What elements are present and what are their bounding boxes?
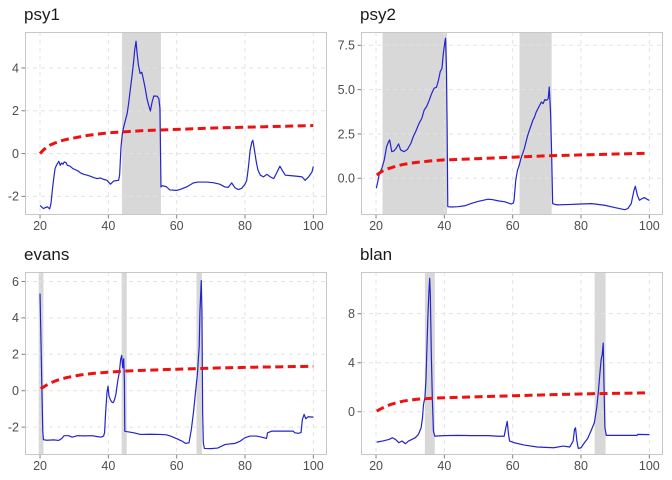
series-line-solid-blue xyxy=(375,37,650,211)
x-tick-label: 60 xyxy=(170,219,184,233)
facet-panel-blan: blan 20 40 60 80 100 0 4 8 xyxy=(336,240,672,480)
y-tick-label: 5.0 xyxy=(338,83,355,97)
series-line-dashed-red xyxy=(375,151,646,177)
x-tick-label: 20 xyxy=(369,459,383,473)
y-tick-label: -2 xyxy=(8,420,19,434)
y-tick-label: 0 xyxy=(348,405,355,419)
x-tick-label: 60 xyxy=(170,459,184,473)
facet-panel-psy2: psy2 20 40 60 80 100 0.0 2.5 5.0 7.5 xyxy=(336,0,672,240)
x-tick-label: 40 xyxy=(437,219,451,233)
facet-title: evans xyxy=(24,245,70,264)
series-line-dashed-red xyxy=(375,391,650,413)
x-tick-label: 20 xyxy=(369,219,383,233)
series-line-solid-blue xyxy=(39,279,314,450)
panel-background xyxy=(25,272,327,455)
chart-psy2: 20 40 60 80 100 0.0 2.5 5.0 7.5 xyxy=(338,32,663,233)
series-line-dashed-red xyxy=(39,364,314,391)
x-tick-label: 20 xyxy=(33,459,47,473)
shaded-region-band xyxy=(122,32,161,215)
panel-border xyxy=(361,272,663,455)
y-tick-label: 6 xyxy=(12,275,19,289)
x-tick-label: 100 xyxy=(303,459,324,473)
x-tick-label: 60 xyxy=(506,459,520,473)
y-tick-label: 4 xyxy=(12,61,19,75)
shaded-region-band xyxy=(594,272,606,455)
panel-border xyxy=(361,32,663,215)
panel-background xyxy=(25,32,327,215)
y-tick-label: 0 xyxy=(12,384,19,398)
facet-panel-evans: evans 20 40 60 80 100 -2 0 2 4 6 xyxy=(0,240,336,480)
y-tick-label: 0.0 xyxy=(338,172,355,186)
chart-psy1: 20 40 60 80 100 -2 0 2 4 xyxy=(8,32,327,233)
shaded-region-band xyxy=(424,272,435,455)
panel-border xyxy=(25,272,327,455)
panel-background xyxy=(361,272,663,455)
panel-border xyxy=(25,32,327,215)
x-tick-label: 80 xyxy=(574,459,588,473)
facet-title: blan xyxy=(360,245,393,264)
chart-evans: 20 40 60 80 100 -2 0 2 4 6 xyxy=(8,272,327,473)
x-tick-label: 80 xyxy=(238,219,252,233)
y-tick-label: 4 xyxy=(12,311,19,325)
series-line-solid-blue xyxy=(376,277,650,449)
y-tick-label: 4 xyxy=(348,356,355,370)
y-tick-label: 7.5 xyxy=(338,39,355,53)
x-tick-label: 40 xyxy=(437,459,451,473)
x-tick-label: 100 xyxy=(639,459,660,473)
chart-blan: 20 40 60 80 100 0 4 8 xyxy=(348,272,663,473)
x-tick-label: 40 xyxy=(101,219,115,233)
x-tick-label: 100 xyxy=(639,219,660,233)
series-line-dashed-red xyxy=(38,124,314,155)
x-tick-label: 100 xyxy=(303,219,324,233)
x-tick-label: 80 xyxy=(238,459,252,473)
x-tick-label: 20 xyxy=(33,219,47,233)
x-tick-label: 80 xyxy=(574,219,588,233)
shaded-region-band xyxy=(196,272,202,455)
facet-title: psy2 xyxy=(360,5,396,24)
series-line-solid-blue xyxy=(39,40,314,210)
y-tick-label: 8 xyxy=(348,307,355,321)
y-tick-label: 2.5 xyxy=(338,127,355,141)
x-tick-label: 60 xyxy=(506,219,520,233)
y-tick-label: 2 xyxy=(12,104,19,118)
facet-title: psy1 xyxy=(24,5,60,24)
shaded-region-band xyxy=(519,32,552,215)
shaded-region-band xyxy=(382,32,448,215)
facet-panel-psy1: psy1 20 40 60 80 100 -2 0 2 4 xyxy=(0,0,336,240)
x-tick-label: 40 xyxy=(101,459,115,473)
y-tick-label: 2 xyxy=(12,348,19,362)
y-tick-label: 0 xyxy=(12,147,19,161)
y-tick-label: -2 xyxy=(8,190,19,204)
